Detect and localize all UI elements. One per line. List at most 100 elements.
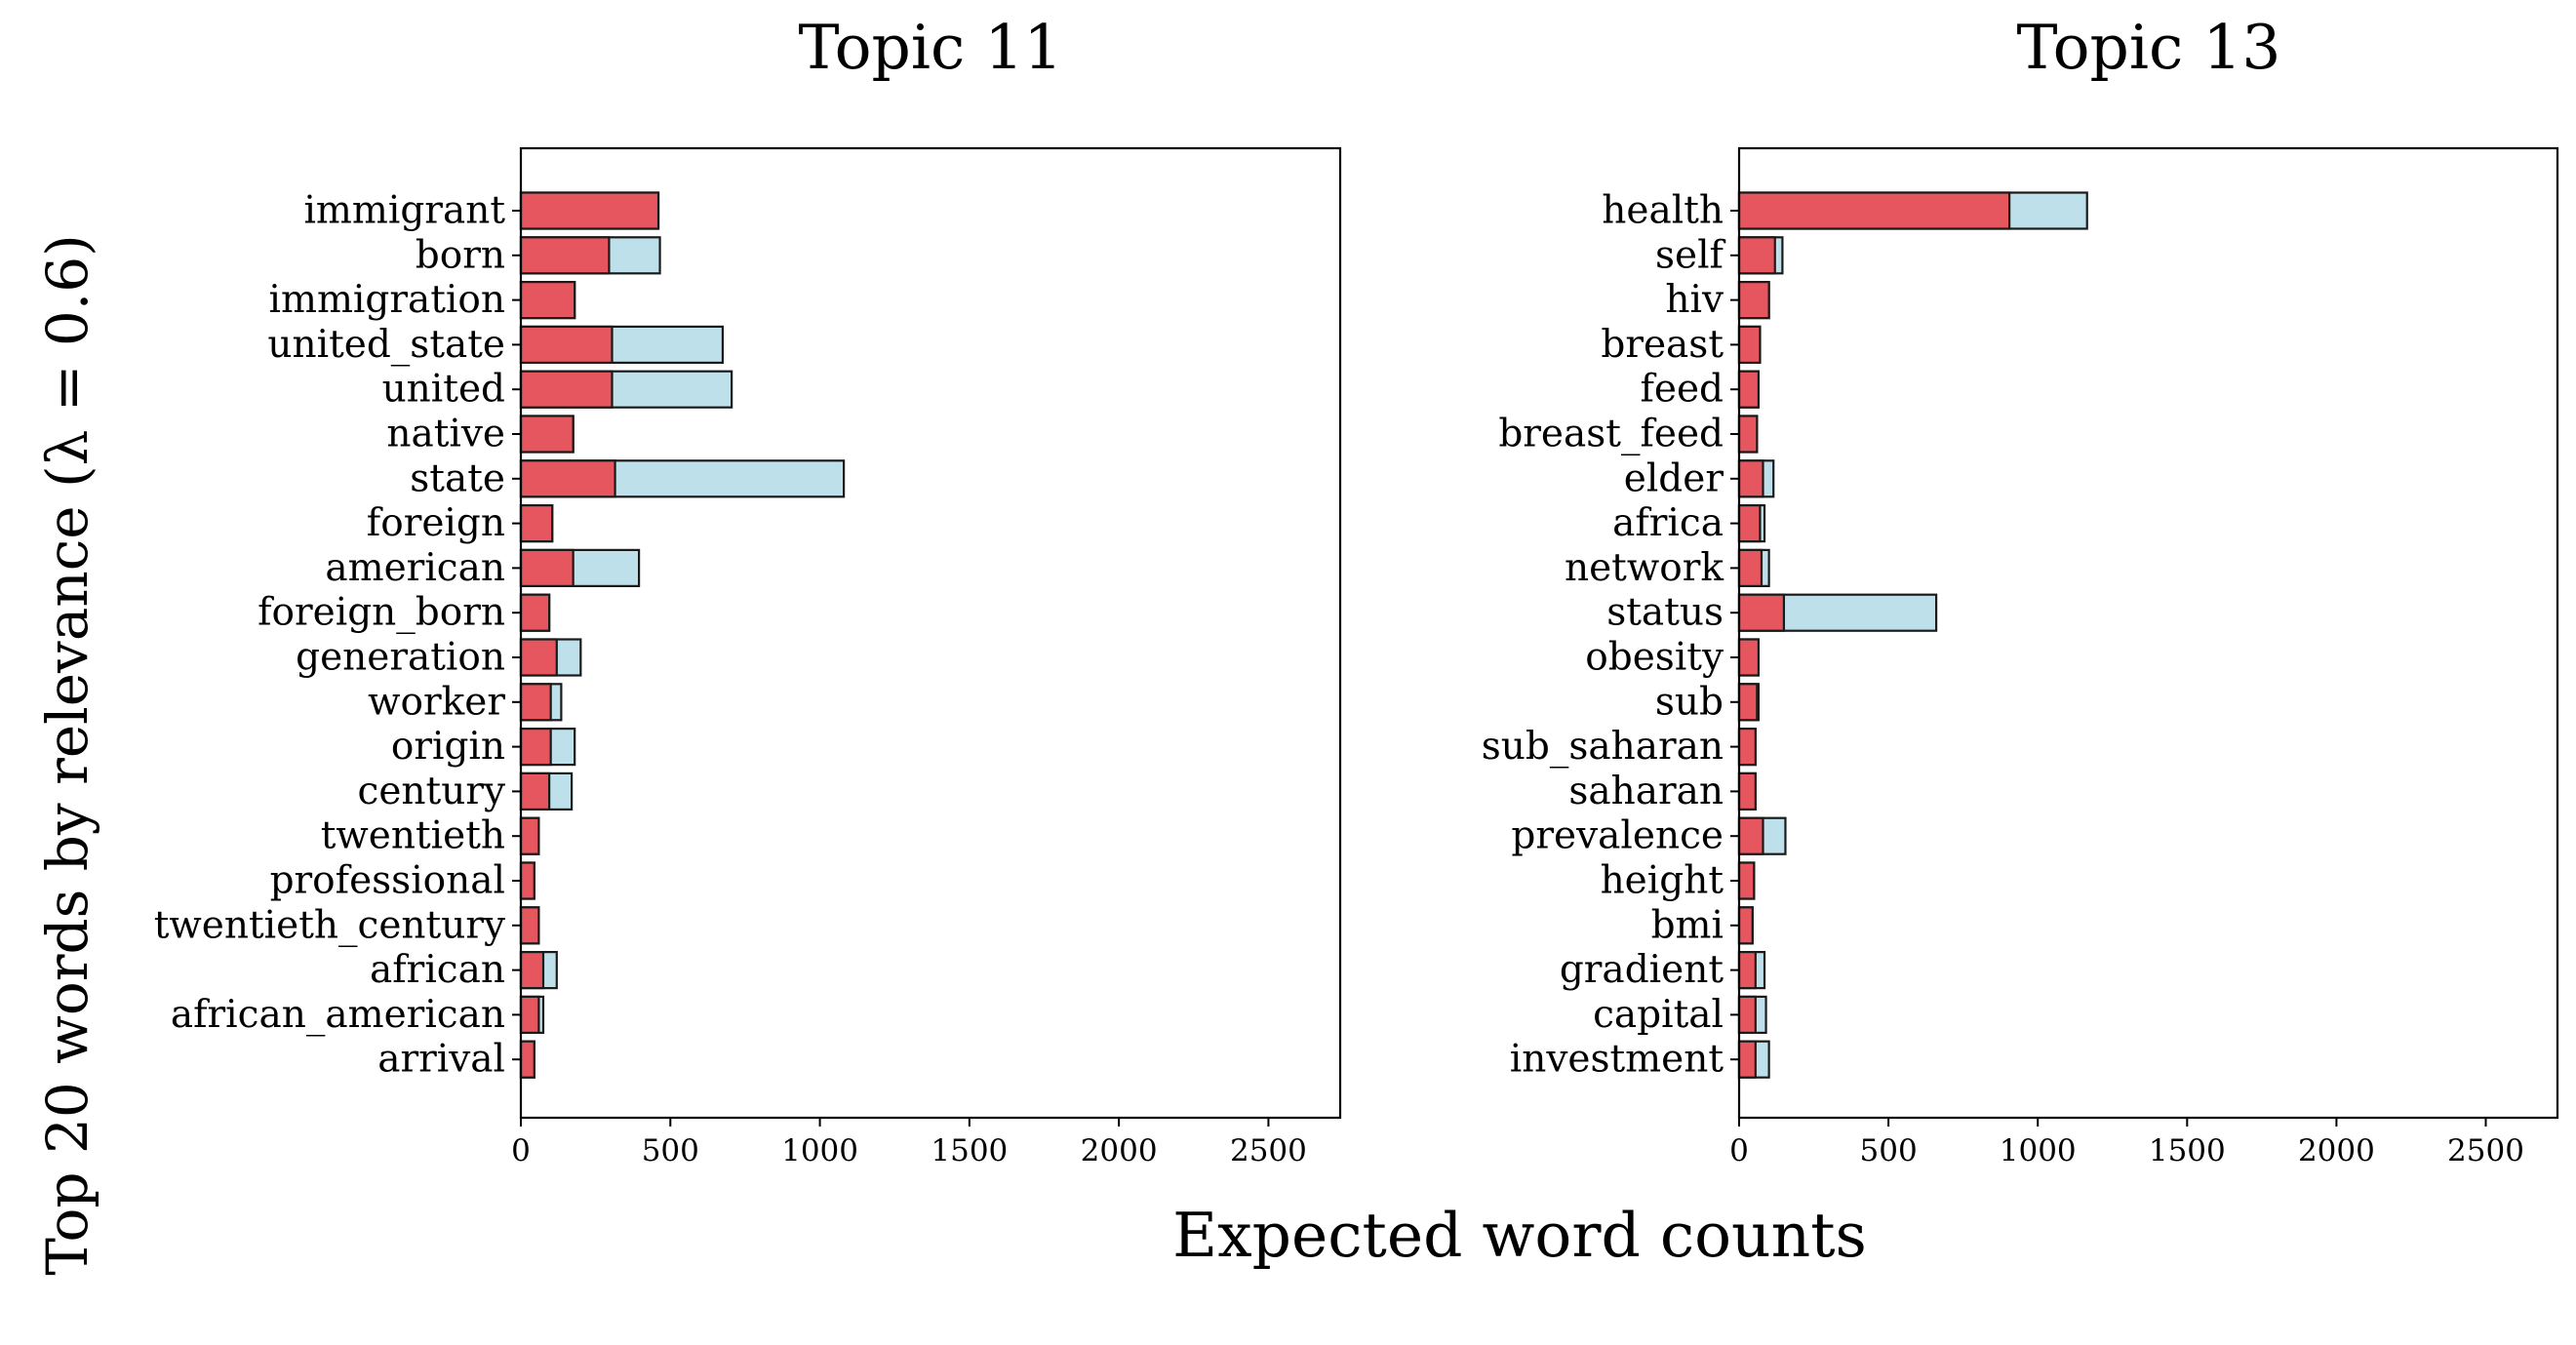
y-tick-label: investment xyxy=(1510,1038,1724,1082)
bar-topic-state xyxy=(519,459,616,498)
y-tick-label: twentieth xyxy=(321,814,505,858)
panel-title: Topic 11 xyxy=(798,12,1062,83)
bar-topic-worker xyxy=(519,683,552,722)
bar-topic-sub xyxy=(1737,683,1759,722)
y-tick-label: elder xyxy=(1624,456,1724,500)
y-tick-label: foreign xyxy=(367,501,505,545)
x-tick-label: 0 xyxy=(1729,1133,1749,1168)
bar-topic-feed xyxy=(1737,370,1761,409)
y-tick-label: century xyxy=(357,770,505,813)
bar-topic-twentieth_century xyxy=(519,906,540,945)
panel-topic-11: Topic 11 immigrantbornimmigrationunited_… xyxy=(154,12,1342,1168)
bar-topic-africa xyxy=(1737,503,1762,543)
y-tick-label: saharan xyxy=(1568,770,1724,813)
x-tick-label: 1500 xyxy=(2149,1133,2226,1168)
bar-topic-american xyxy=(519,548,575,588)
y-tick-label: breast xyxy=(1601,323,1724,367)
x-tick-label: 0 xyxy=(511,1133,531,1168)
bar-topic-foreign xyxy=(519,503,554,543)
bar-topic-status xyxy=(1737,593,1786,632)
bar-topic-investment xyxy=(1737,1040,1757,1079)
bar-topic-born xyxy=(519,236,611,275)
y-tick-label: health xyxy=(1602,189,1724,233)
y-tick-label: prevalence xyxy=(1511,814,1724,858)
y-tick-label: feed xyxy=(1640,368,1724,412)
y-tick-label: hiv xyxy=(1665,278,1724,322)
bar-topic-century xyxy=(519,771,551,811)
y-tick-label: united xyxy=(382,368,505,412)
bar-topic-sub_saharan xyxy=(1737,727,1757,767)
bar-topic-self xyxy=(1737,236,1776,275)
y-tick-label: status xyxy=(1606,591,1724,635)
x-axis-label: Expected word counts xyxy=(1172,1200,1867,1271)
y-tick-label: foreign_born xyxy=(258,591,505,635)
bar-topic-network xyxy=(1737,548,1764,588)
x-tick-label: 1500 xyxy=(931,1133,1008,1168)
y-tick-label: immigrant xyxy=(303,189,505,233)
x-tick-label: 2000 xyxy=(2298,1133,2375,1168)
bar-topic-native xyxy=(519,415,575,454)
y-tick-label: bmi xyxy=(1651,903,1724,947)
y-tick-label: origin xyxy=(391,725,505,769)
x-tick-label: 1000 xyxy=(781,1133,858,1168)
bar-topic-twentieth xyxy=(519,816,540,855)
bar-topic-generation xyxy=(519,638,558,677)
y-tick-label: american xyxy=(325,546,505,590)
bar-topic-origin xyxy=(519,727,552,767)
y-tick-label: sub_saharan xyxy=(1482,725,1724,769)
y-tick-label: breast_feed xyxy=(1498,413,1724,456)
y-tick-label: height xyxy=(1601,859,1724,903)
bar-topic-bmi xyxy=(1737,906,1754,945)
y-tick-label: united_state xyxy=(267,323,505,367)
x-tick-label: 2500 xyxy=(1230,1133,1307,1168)
y-tick-label: state xyxy=(410,456,505,500)
y-tick-label: twentieth_century xyxy=(154,903,505,947)
y-tick-label: network xyxy=(1565,546,1724,590)
bar-topic-saharan xyxy=(1737,771,1757,811)
y-tick-label: self xyxy=(1655,233,1726,277)
bar-topic-gradient xyxy=(1737,950,1757,990)
bar-topic-breast xyxy=(1737,325,1762,364)
y-tick-label: arrival xyxy=(377,1038,505,1082)
y-tick-label: obesity xyxy=(1585,636,1724,680)
x-tick-label: 500 xyxy=(1860,1133,1918,1168)
panel-topic-13: Topic 13 healthselfhivbreastfeedbreast_f… xyxy=(1482,12,2559,1168)
bar-topic-obesity xyxy=(1737,638,1761,677)
bar-topic-height xyxy=(1737,861,1756,900)
axes-frame xyxy=(519,146,1342,1120)
bar-topic-professional xyxy=(519,861,535,900)
bar-topic-capital xyxy=(1737,995,1757,1035)
y-tick-label: born xyxy=(416,233,505,277)
axes-frame xyxy=(1737,146,2559,1120)
y-tick-label: gradient xyxy=(1560,948,1724,992)
y-tick-label: african_american xyxy=(171,993,505,1037)
y-axis-label: Top 20 words by relevance (λ = 0.6) xyxy=(34,234,100,1275)
x-tick-label: 2500 xyxy=(2447,1133,2524,1168)
y-tick-label: native xyxy=(386,413,505,456)
x-tick-label: 500 xyxy=(642,1133,699,1168)
y-tick-label: generation xyxy=(296,636,505,680)
y-tick-label: capital xyxy=(1593,993,1724,1037)
bar-topic-elder xyxy=(1737,459,1764,498)
x-tick-label: 2000 xyxy=(1081,1133,1158,1168)
bar-topic-african xyxy=(519,950,545,990)
bar-topic-united xyxy=(519,370,614,409)
bar-topic-united_state xyxy=(519,325,614,364)
x-tick-label: 1000 xyxy=(2000,1133,2077,1168)
y-tick-label: worker xyxy=(368,680,505,724)
bar-topic-arrival xyxy=(519,1040,535,1079)
bar-topic-immigration xyxy=(519,281,576,320)
y-tick-label: immigration xyxy=(268,278,505,322)
bar-topic-hiv xyxy=(1737,281,1770,320)
bar-topic-foreign_born xyxy=(519,593,551,632)
y-tick-label: africa xyxy=(1612,501,1724,545)
bar-topic-health xyxy=(1737,191,2011,230)
bar-topic-prevalence xyxy=(1737,816,1764,855)
y-tick-label: sub xyxy=(1655,680,1724,724)
bar-topic-african_american xyxy=(519,995,540,1035)
bar-topic-immigrant xyxy=(519,191,660,230)
y-tick-label: professional xyxy=(270,859,505,903)
y-tick-label: african xyxy=(370,948,505,992)
bar-topic-breast_feed xyxy=(1737,415,1759,454)
